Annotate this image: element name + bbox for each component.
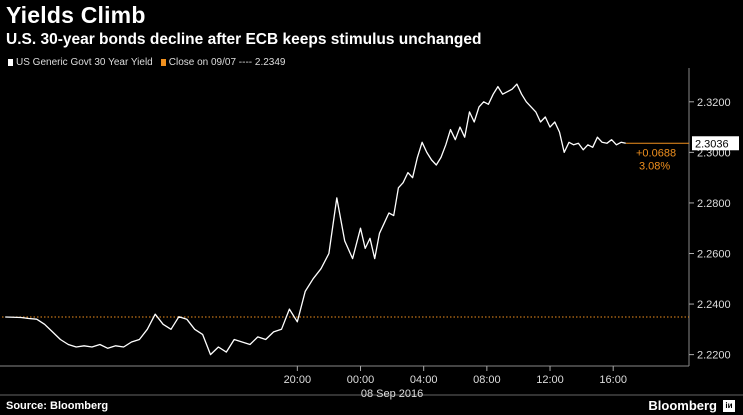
chart-title: Yields Climb [6, 2, 146, 28]
legend-swatch-close [160, 59, 166, 66]
bloomberg-mark-icon: іи [723, 400, 735, 412]
x-date-label: 08 Sep 2016 [361, 388, 423, 400]
x-tick-label: 12:00 [536, 374, 564, 386]
bloomberg-logo: Bloomberg [648, 398, 717, 413]
yield-series-line [5, 83, 626, 356]
x-tick-label: 04:00 [410, 374, 438, 386]
source-note: Source: Bloomberg [6, 400, 109, 412]
chart-subtitle: U.S. 30-year bonds decline after ECB kee… [6, 31, 482, 48]
change-pct-label: 3.08% [639, 160, 670, 172]
x-tick-label: 16:00 [599, 374, 627, 386]
y-tick-label: 2.2200 [697, 350, 731, 362]
y-tick-label: 2.2400 [697, 299, 731, 311]
y-tick-label: 2.3000 [697, 147, 731, 159]
x-tick-label: 20:00 [284, 374, 312, 386]
legend-swatch-series [8, 59, 13, 66]
x-tick-label: 00:00 [347, 374, 375, 386]
y-tick-label: 2.2800 [697, 198, 731, 210]
y-tick-label: 2.2600 [697, 248, 731, 260]
legend-series-label: US Generic Govt 30 Year Yield [16, 57, 153, 68]
x-tick-label: 08:00 [473, 374, 501, 386]
last-value-box [692, 136, 739, 151]
legend: US Generic Govt 30 Year Yield Close on 0… [8, 57, 285, 68]
legend-close-label: Close on 09/07 ---- 2.2349 [168, 57, 286, 68]
y-tick-label: 2.3200 [697, 97, 731, 109]
change-value-label: +0.0688 [636, 147, 676, 159]
last-value-label: 2.3036 [695, 138, 729, 150]
